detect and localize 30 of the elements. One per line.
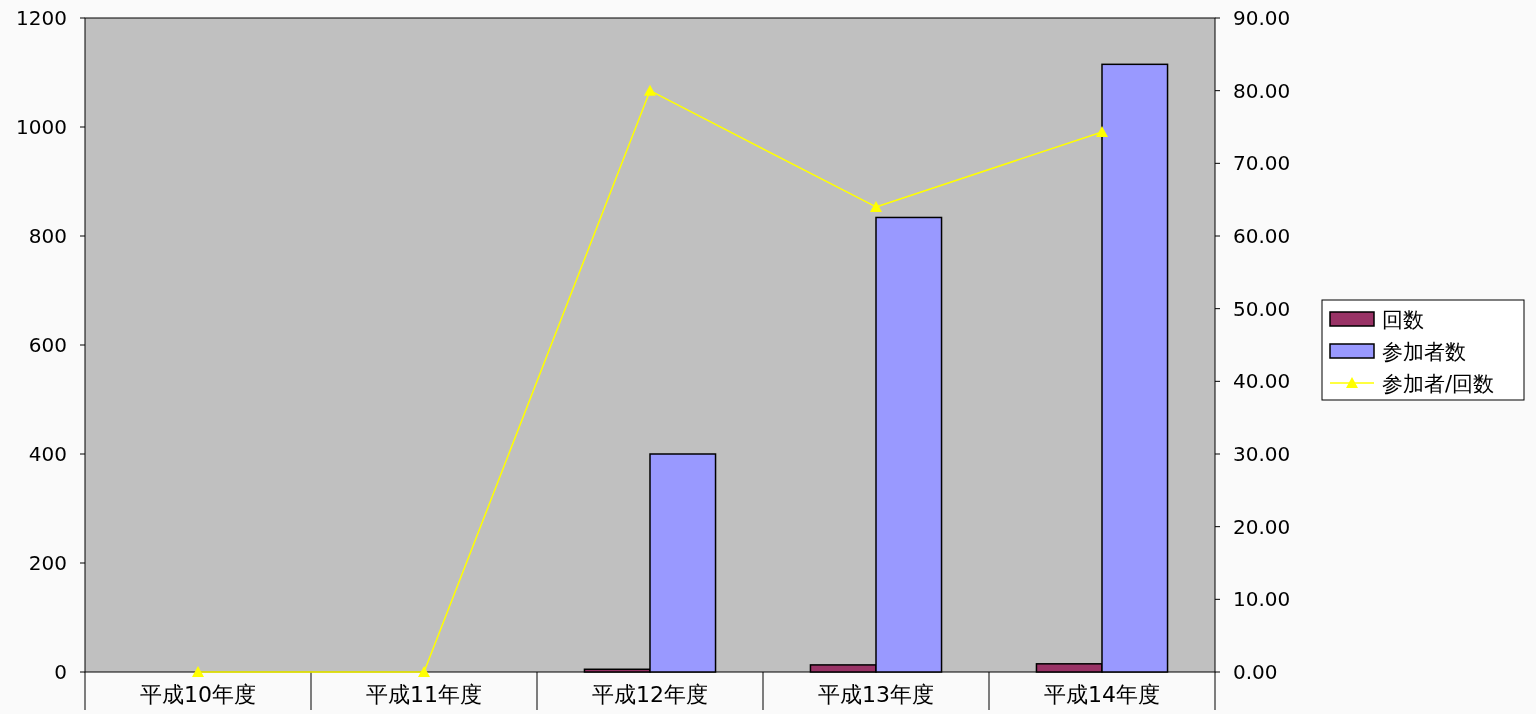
y2-tick-label: 90.00 bbox=[1233, 6, 1291, 30]
y-tick-label: 400 bbox=[28, 442, 67, 466]
x-tick-label: 平成11年度 bbox=[366, 682, 482, 707]
y-tick-label: 1200 bbox=[16, 6, 67, 30]
point bbox=[192, 666, 204, 677]
y-tick-label: 200 bbox=[28, 551, 67, 575]
x-tick-label: 平成13年度 bbox=[818, 682, 934, 707]
point bbox=[1096, 126, 1108, 138]
legend-label: 参加者/回数 bbox=[1382, 372, 1495, 396]
y-tick-label: 600 bbox=[28, 333, 67, 357]
y2-tick-label: 40.00 bbox=[1233, 369, 1291, 394]
legend-label: 回数 bbox=[1382, 308, 1424, 332]
legend-label: 参加者数 bbox=[1382, 340, 1466, 364]
x-tick-label: 平成10年度 bbox=[140, 682, 256, 707]
y2-tick-label: 20.00 bbox=[1233, 514, 1291, 539]
x-tick-label: 平成12年度 bbox=[592, 682, 708, 707]
y-tick-label: 800 bbox=[28, 224, 67, 248]
y2-tick-label: 50.00 bbox=[1233, 296, 1291, 321]
point bbox=[644, 84, 656, 96]
y2-tick-label: 0.00 bbox=[1233, 660, 1278, 684]
y2-tick-label: 70.00 bbox=[1233, 151, 1291, 176]
y2-tick-label: 10.00 bbox=[1233, 587, 1291, 612]
y2-tick-label: 80.00 bbox=[1233, 78, 1291, 103]
x-tick-label: 平成14年度 bbox=[1044, 682, 1160, 707]
y2-tick-label: 30.00 bbox=[1233, 442, 1291, 466]
y-tick-label: 1000 bbox=[16, 115, 67, 139]
point bbox=[870, 200, 882, 212]
y-tick-label: 0 bbox=[54, 660, 67, 684]
y2-tick-label: 60.00 bbox=[1233, 224, 1291, 248]
point bbox=[418, 666, 430, 677]
